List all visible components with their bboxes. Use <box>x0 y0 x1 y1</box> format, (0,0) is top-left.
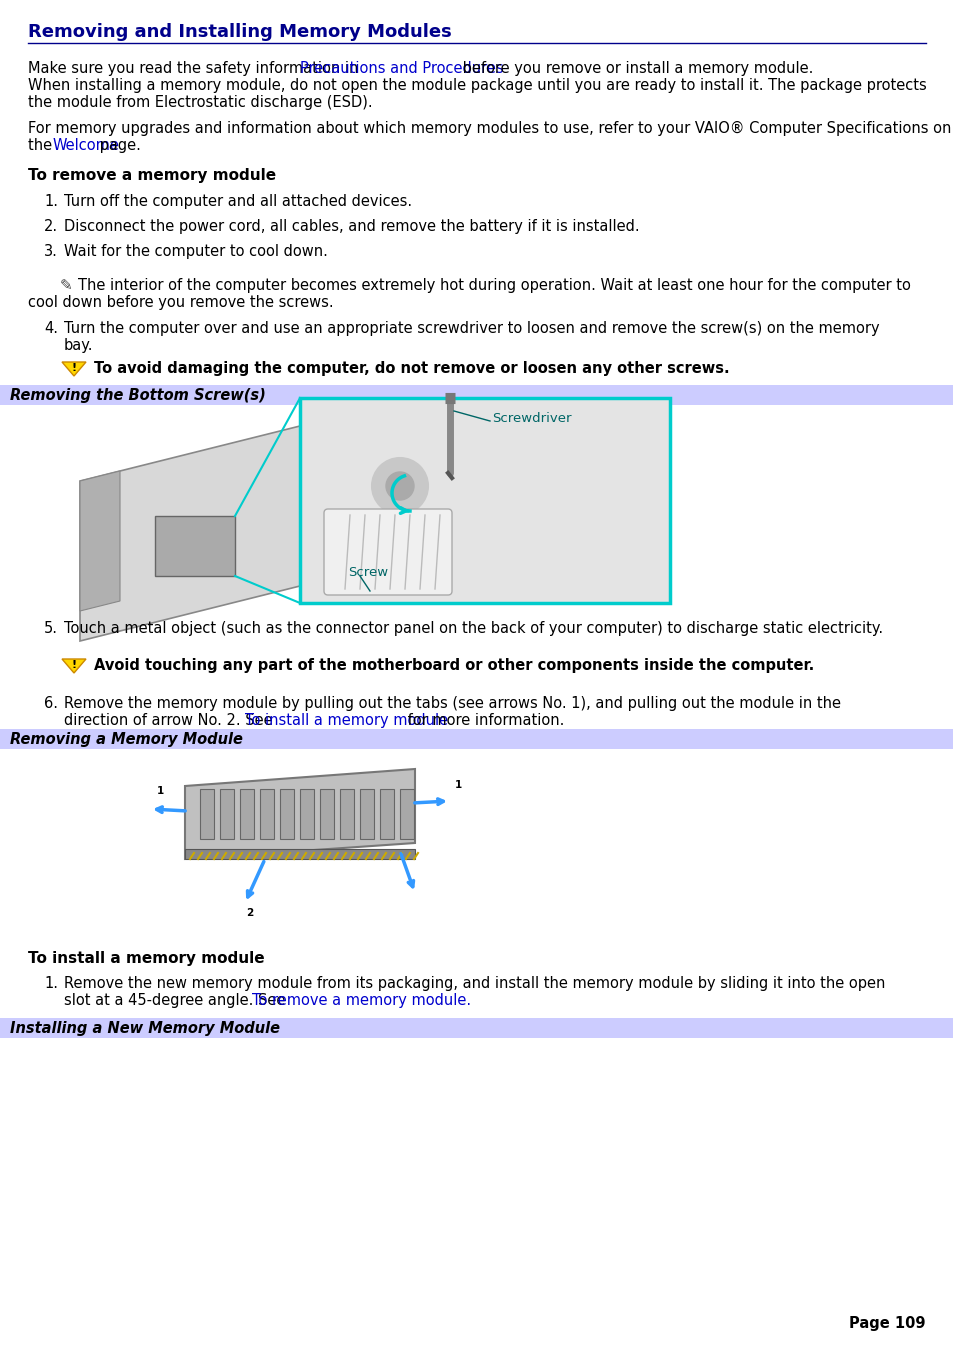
Text: To remove a memory module: To remove a memory module <box>28 168 275 182</box>
FancyBboxPatch shape <box>240 789 253 839</box>
Text: Touch a metal object (such as the connector panel on the back of your computer) : Touch a metal object (such as the connec… <box>64 621 882 636</box>
FancyBboxPatch shape <box>399 789 414 839</box>
Text: Removing a Memory Module: Removing a Memory Module <box>10 732 243 747</box>
Text: Wait for the computer to cool down.: Wait for the computer to cool down. <box>64 245 328 259</box>
Text: To avoid damaging the computer, do not remove or loosen any other screws.: To avoid damaging the computer, do not r… <box>94 361 729 376</box>
Text: For memory upgrades and information about which memory modules to use, refer to : For memory upgrades and information abou… <box>28 122 950 136</box>
Text: ✎: ✎ <box>60 278 72 293</box>
Circle shape <box>151 782 169 800</box>
Text: 1: 1 <box>454 781 461 790</box>
Text: !: ! <box>71 661 76 670</box>
Text: 1.: 1. <box>44 975 58 992</box>
FancyBboxPatch shape <box>0 1019 953 1038</box>
Text: To install a memory module: To install a memory module <box>28 951 264 966</box>
Text: Remove the memory module by pulling out the tabs (see arrows No. 1), and pulling: Remove the memory module by pulling out … <box>64 696 841 711</box>
Text: 2: 2 <box>246 908 253 917</box>
Text: direction of arrow No. 2. See: direction of arrow No. 2. See <box>64 713 277 728</box>
Text: cool down before you remove the screws.: cool down before you remove the screws. <box>28 295 334 309</box>
FancyBboxPatch shape <box>0 385 953 405</box>
Circle shape <box>449 777 467 794</box>
Text: before you remove or install a memory module.: before you remove or install a memory mo… <box>457 61 812 76</box>
Text: 2.: 2. <box>44 219 58 234</box>
Text: Removing and Installing Memory Modules: Removing and Installing Memory Modules <box>28 23 452 41</box>
Text: Page 109: Page 109 <box>848 1316 925 1331</box>
FancyBboxPatch shape <box>154 516 234 576</box>
Text: for more information.: for more information. <box>402 713 563 728</box>
Circle shape <box>241 904 258 921</box>
Text: bay.: bay. <box>64 338 93 353</box>
Text: Precautions and Procedures: Precautions and Procedures <box>300 61 503 76</box>
Text: 5.: 5. <box>44 621 58 636</box>
Polygon shape <box>185 769 415 859</box>
Text: Screw: Screw <box>348 566 388 580</box>
Text: Installing a New Memory Module: Installing a New Memory Module <box>10 1021 280 1036</box>
Text: !: ! <box>71 363 76 373</box>
FancyBboxPatch shape <box>299 789 314 839</box>
Text: Screwdriver: Screwdriver <box>492 412 571 424</box>
Text: Removing the Bottom Screw(s): Removing the Bottom Screw(s) <box>10 388 266 403</box>
Text: 4.: 4. <box>44 322 58 336</box>
Polygon shape <box>62 659 86 673</box>
Text: the: the <box>28 138 56 153</box>
FancyBboxPatch shape <box>185 848 415 859</box>
Text: 6.: 6. <box>44 696 58 711</box>
Text: To install a memory module: To install a memory module <box>245 713 448 728</box>
Text: To remove a memory module.: To remove a memory module. <box>252 993 470 1008</box>
Circle shape <box>372 458 428 513</box>
Text: 1.: 1. <box>44 195 58 209</box>
FancyBboxPatch shape <box>359 789 374 839</box>
FancyBboxPatch shape <box>260 789 274 839</box>
FancyBboxPatch shape <box>200 789 213 839</box>
FancyBboxPatch shape <box>0 730 953 748</box>
FancyBboxPatch shape <box>280 789 294 839</box>
Text: Turn the computer over and use an appropriate screwdriver to loosen and remove t: Turn the computer over and use an approp… <box>64 322 879 336</box>
Polygon shape <box>80 471 120 611</box>
Text: 3.: 3. <box>44 245 58 259</box>
Text: Make sure you read the safety information in: Make sure you read the safety informatio… <box>28 61 363 76</box>
Text: 1: 1 <box>156 785 164 796</box>
FancyBboxPatch shape <box>339 789 354 839</box>
Polygon shape <box>80 407 379 640</box>
FancyBboxPatch shape <box>299 399 669 603</box>
Circle shape <box>386 471 414 500</box>
Text: page.: page. <box>94 138 140 153</box>
Text: When installing a memory module, do not open the module package until you are re: When installing a memory module, do not … <box>28 78 925 93</box>
FancyBboxPatch shape <box>324 509 452 594</box>
Text: Disconnect the power cord, all cables, and remove the battery if it is installed: Disconnect the power cord, all cables, a… <box>64 219 639 234</box>
FancyBboxPatch shape <box>220 789 233 839</box>
Text: slot at a 45-degree angle. See: slot at a 45-degree angle. See <box>64 993 290 1008</box>
Text: Turn off the computer and all attached devices.: Turn off the computer and all attached d… <box>64 195 412 209</box>
FancyBboxPatch shape <box>379 789 394 839</box>
Polygon shape <box>62 362 86 376</box>
Text: The interior of the computer becomes extremely hot during operation. Wait at lea: The interior of the computer becomes ext… <box>78 278 910 293</box>
Text: Remove the new memory module from its packaging, and install the memory module b: Remove the new memory module from its pa… <box>64 975 884 992</box>
FancyBboxPatch shape <box>319 789 334 839</box>
Text: Avoid touching any part of the motherboard or other components inside the comput: Avoid touching any part of the motherboa… <box>94 658 814 673</box>
Text: Welcome: Welcome <box>52 138 119 153</box>
Text: the module from Electrostatic discharge (ESD).: the module from Electrostatic discharge … <box>28 95 373 109</box>
